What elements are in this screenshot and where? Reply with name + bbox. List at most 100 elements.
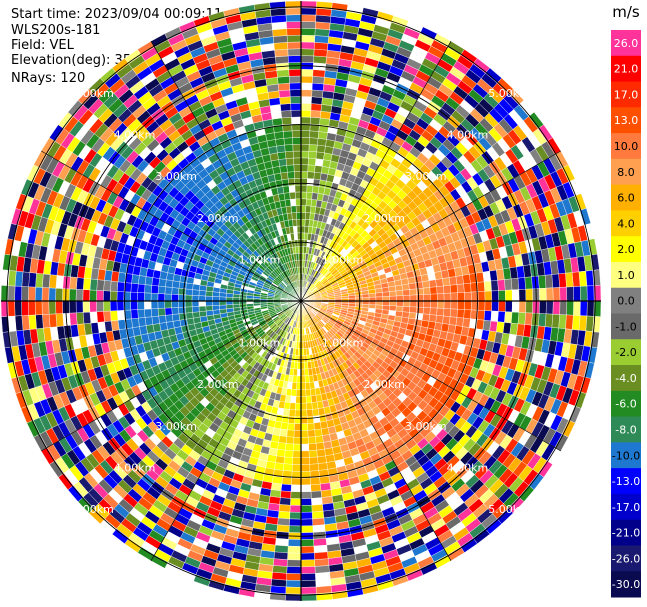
velocity-gate: [309, 130, 319, 139]
velocity-gate: [151, 277, 160, 287]
velocity-gate: [292, 450, 302, 458]
velocity-gate: [311, 82, 324, 91]
velocity-gate: [545, 287, 554, 302]
velocity-gate: [300, 430, 309, 438]
velocity-gate: [375, 292, 383, 298]
velocity-gate: [310, 110, 322, 119]
velocity-gate: [96, 279, 105, 291]
velocity-gate: [14, 300, 22, 317]
velocity-gate: [239, 303, 247, 308]
velocity-gate: [300, 566, 316, 574]
velocity-gate: [296, 375, 302, 383]
velocity-gate: [8, 270, 17, 287]
velocity-gate: [303, 355, 308, 363]
velocity-gate: [191, 289, 200, 296]
velocity-gate: [414, 275, 423, 284]
velocity-gates: [0, 0, 602, 602]
velocity-gate: [307, 422, 315, 431]
velocity-gate: [300, 28, 316, 36]
velocity-gate: [381, 286, 390, 293]
velocity-gate: [305, 205, 312, 213]
velocity-gate: [316, 144, 326, 153]
velocity-gate: [572, 315, 581, 331]
velocity-gate: [131, 274, 140, 285]
velocity-gate: [283, 456, 293, 465]
velocity-gate: [151, 315, 160, 325]
velocity-gate: [21, 300, 29, 316]
velocity-gate: [511, 300, 520, 313]
velocity-gate: [368, 293, 377, 298]
velocity-gate: [395, 305, 404, 312]
velocity-gate: [315, 21, 331, 30]
velocity-gate: [294, 416, 302, 424]
velocity-gate: [144, 292, 152, 302]
velocity-gate: [300, 212, 306, 220]
velocity-gate: [315, 442, 325, 451]
velocity-gate: [144, 316, 153, 326]
velocity-gate: [289, 511, 302, 520]
velocity-gate: [300, 157, 309, 165]
velocity-gate: [497, 311, 506, 323]
velocity-gate: [430, 300, 438, 309]
velocity-gate: [578, 270, 588, 287]
velocity-gate: [96, 290, 104, 302]
velocity-gate: [296, 382, 302, 390]
velocity-gate: [185, 312, 194, 320]
velocity-gate: [315, 585, 332, 594]
velocity-gate: [290, 491, 302, 499]
velocity-gate: [89, 311, 98, 324]
velocity-gate: [300, 477, 311, 486]
velocity-gate: [416, 294, 424, 302]
velocity-gate: [117, 310, 125, 321]
velocity-gate: [315, 572, 331, 581]
velocity-gate: [396, 295, 404, 302]
velocity-gate: [289, 402, 296, 411]
velocity-gate: [75, 300, 84, 313]
velocity-gate: [34, 286, 43, 302]
velocity-gate: [456, 283, 465, 293]
velocity-gate: [442, 277, 451, 287]
velocity-gate: [151, 285, 159, 294]
velocity-gate: [150, 300, 159, 310]
velocity-gate: [312, 408, 320, 417]
velocity-gate: [82, 311, 91, 324]
velocity-gate: [559, 286, 568, 302]
velocity-gate: [286, 429, 295, 438]
velocity-gate: [191, 306, 200, 313]
velocity-gate: [278, 504, 291, 513]
velocity-gate: [315, 151, 325, 160]
velocity-gate: [450, 292, 458, 302]
velocity-gate: [456, 309, 465, 319]
velocity-gate: [103, 280, 112, 292]
velocity-gate: [429, 286, 438, 295]
velocity-gate: [316, 449, 326, 458]
velocity-gate: [518, 300, 527, 313]
velocity-gate: [89, 289, 97, 302]
velocity-gate: [300, 457, 310, 465]
velocity-gate: [55, 288, 63, 302]
velocity-gate: [559, 300, 568, 316]
field-label: Field: VEL: [11, 38, 74, 53]
velocity-gate: [300, 525, 314, 533]
velocity-gate: [164, 300, 172, 309]
velocity-gate: [477, 281, 485, 292]
velocity-gate: [300, 14, 317, 22]
velocity-gate: [205, 295, 213, 302]
velocity-gate: [409, 300, 418, 308]
velocity-gate: [300, 559, 316, 568]
velocity-gate: [290, 484, 302, 493]
velocity-gate: [312, 69, 326, 78]
velocity-gate: [305, 198, 312, 207]
velocity-gate: [287, 552, 302, 561]
velocity-gate: [48, 300, 57, 315]
velocity-gate: [171, 294, 179, 302]
velocity-gate: [442, 315, 451, 325]
velocity-gate: [55, 313, 64, 327]
velocity-gate: [295, 396, 302, 404]
velocity-gate: [318, 414, 327, 423]
velocity-gate: [312, 524, 326, 533]
velocity-gate: [300, 518, 313, 527]
velocity-gate: [300, 130, 311, 138]
velocity-gate: [552, 287, 561, 302]
velocity-gate: [138, 317, 147, 327]
